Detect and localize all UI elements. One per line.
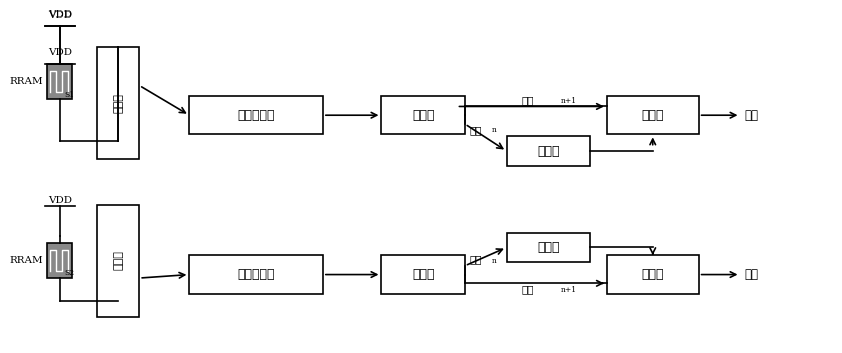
Text: VDD: VDD xyxy=(48,48,72,58)
Text: RRAM: RRAM xyxy=(9,256,43,265)
Text: 响应: 响应 xyxy=(744,109,759,122)
Text: S1: S1 xyxy=(64,91,74,99)
FancyBboxPatch shape xyxy=(98,47,139,159)
FancyBboxPatch shape xyxy=(47,65,72,100)
Text: 比较器: 比较器 xyxy=(642,109,664,122)
Text: VDD: VDD xyxy=(48,196,72,204)
Text: 比较器: 比较器 xyxy=(642,268,664,281)
Text: 响应: 响应 xyxy=(744,268,759,281)
Text: 计数器: 计数器 xyxy=(412,109,434,122)
FancyBboxPatch shape xyxy=(189,255,323,294)
FancyBboxPatch shape xyxy=(98,204,139,317)
Text: 环形振荡器: 环形振荡器 xyxy=(237,268,274,281)
Text: 寄存器: 寄存器 xyxy=(537,241,560,254)
Text: 行解码: 行解码 xyxy=(114,251,124,270)
Text: 周期: 周期 xyxy=(469,126,482,135)
Text: n+1: n+1 xyxy=(561,97,577,106)
FancyBboxPatch shape xyxy=(607,96,699,134)
Text: 寄存器: 寄存器 xyxy=(537,145,560,157)
FancyBboxPatch shape xyxy=(189,96,323,134)
FancyBboxPatch shape xyxy=(381,96,465,134)
FancyBboxPatch shape xyxy=(47,243,72,278)
Text: RRAM: RRAM xyxy=(9,77,43,86)
Text: n: n xyxy=(492,126,497,134)
Text: VDD: VDD xyxy=(48,10,72,19)
FancyBboxPatch shape xyxy=(381,255,465,294)
FancyBboxPatch shape xyxy=(607,255,699,294)
Text: 计数器: 计数器 xyxy=(412,268,434,281)
Text: 行解码: 行解码 xyxy=(114,93,124,113)
Text: 周期: 周期 xyxy=(469,255,482,264)
Text: 周期: 周期 xyxy=(521,96,534,105)
Text: n: n xyxy=(492,257,497,265)
Text: S2: S2 xyxy=(64,269,74,277)
Text: 周期: 周期 xyxy=(521,285,534,294)
Text: n+1: n+1 xyxy=(561,286,577,294)
Text: 环形振荡器: 环形振荡器 xyxy=(237,109,274,122)
FancyBboxPatch shape xyxy=(507,233,590,262)
FancyBboxPatch shape xyxy=(507,136,590,166)
Text: VDD: VDD xyxy=(48,11,72,20)
